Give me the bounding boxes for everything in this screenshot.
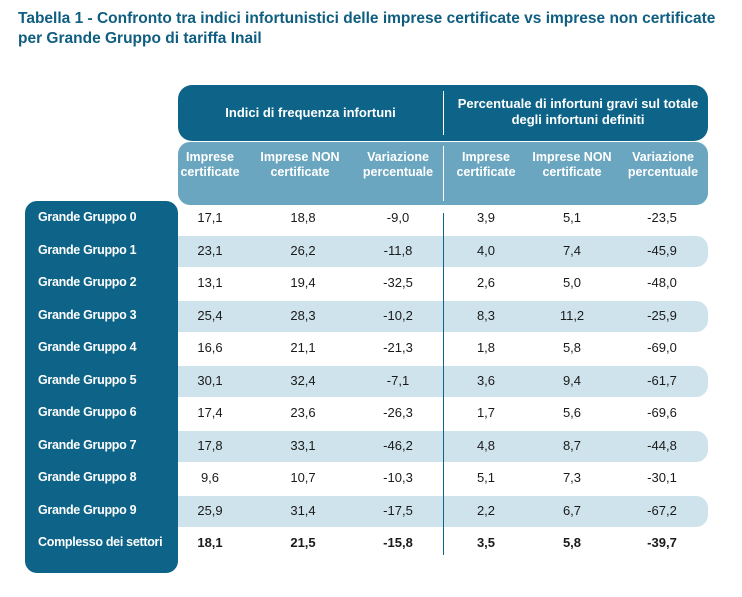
table-cell: 3,5 (476, 535, 496, 550)
table-cell: -10,3 (383, 470, 413, 485)
header-divider (443, 146, 444, 201)
table-cell: -44,8 (647, 437, 677, 453)
row-label: Grande Gruppo 1 (38, 242, 137, 257)
table-cell: 25,9 (197, 502, 223, 518)
group-header: Indici di frequenza infortuni Percentual… (178, 85, 708, 141)
table-cell: 17,4 (197, 405, 223, 420)
table-cell: -7,1 (386, 372, 410, 388)
table-cell: 10,7 (290, 470, 316, 485)
table-cell: 21,1 (290, 340, 316, 355)
table-cell: 30,1 (197, 372, 223, 388)
row-label: Grande Gruppo 7 (38, 437, 137, 452)
table-cell: 25,4 (197, 307, 223, 323)
row-label: Grande Gruppo 5 (38, 372, 137, 387)
table-row: Grande Gruppo 4 16,6 21,1 -21,3 1,8 5,8 -69,0 (38, 333, 708, 364)
column-header: Imprese certificate (180, 150, 240, 179)
table-cell: -25,9 (647, 307, 677, 323)
table-cell: 23,6 (290, 405, 316, 420)
table-cell: 9,6 (200, 470, 220, 485)
table-row: Grande Gruppo 0 17,1 18,8 -9,0 3,9 5,1 -23,5 (38, 203, 708, 234)
table-cell: 5,8 (562, 535, 582, 550)
table-row: Grande Gruppo 6 17,4 23,6 -26,3 1,7 5,6 -69,6 (38, 398, 708, 429)
table-row: Grande Gruppo 8 9,6 10,7 -10,3 5,1 7,3 -30,1 (38, 463, 708, 494)
table-cell: 5,8 (562, 340, 582, 355)
column-header: Imprese NON certificate (260, 150, 340, 179)
table-cell: -39,7 (647, 535, 677, 550)
table-cell: 21,5 (290, 535, 316, 550)
row-label: Grande Gruppo 0 (38, 210, 137, 224)
table-cell: 16,6 (197, 340, 223, 355)
table-cell: 32,4 (290, 372, 316, 388)
table-cell: -67,2 (647, 502, 677, 518)
table-cell: 1,8 (476, 340, 496, 355)
table-row: Grande Gruppo 2 13,1 19,4 -32,5 2,6 5,0 -48,0 (38, 268, 708, 299)
table-cell: 3,6 (476, 372, 496, 388)
table-cell: -26,3 (383, 405, 413, 420)
table-cell: 5,6 (562, 405, 582, 420)
table-cell: 1,7 (476, 405, 496, 420)
table-cell: 11,2 (559, 307, 585, 323)
table-cell: 6,7 (562, 502, 582, 518)
row-label: Grande Gruppo 4 (38, 340, 137, 354)
table-row: Complesso dei settori 18,1 21,5 -15,8 3,5 5,8… (38, 528, 708, 559)
table-cell: -23,5 (647, 210, 677, 225)
row-label: Grande Gruppo 6 (38, 405, 137, 419)
table-cell: 17,8 (197, 437, 223, 453)
table-cell: 23,1 (197, 242, 223, 258)
table-cell: 4,0 (476, 242, 496, 258)
table-cell: 9,4 (562, 372, 582, 388)
table-cell: 3,9 (476, 210, 496, 225)
table-cell: 5,1 (562, 210, 582, 225)
table-cell: 19,4 (290, 275, 316, 290)
table-cell: 18,8 (290, 210, 316, 225)
table-title: Tabella 1 - Confronto tra indici infortu… (18, 10, 716, 47)
table-cell: -32,5 (383, 275, 413, 290)
table-cell: 31,4 (290, 502, 316, 518)
column-header: Variazione percentuale (362, 150, 434, 179)
table-cell: -30,1 (647, 470, 677, 485)
table-cell: 5,0 (562, 275, 582, 290)
table-cell: 13,1 (197, 275, 223, 290)
table-cell: -11,8 (383, 242, 413, 258)
table-cell: -15,8 (383, 535, 413, 550)
table-cell: -45,9 (647, 242, 677, 258)
table-cell: 26,2 (290, 242, 316, 258)
row-label: Grande Gruppo 8 (38, 470, 137, 484)
table-cell: 7,4 (562, 242, 582, 258)
column-header: Imprese certificate (456, 150, 516, 179)
table-cell: -21,3 (383, 340, 413, 355)
table-cell: 18,1 (197, 535, 223, 550)
row-label: Complesso dei settori (38, 535, 163, 549)
header-divider (443, 91, 444, 135)
table-cell: 7,3 (562, 470, 582, 485)
table-cell: 8,3 (476, 307, 496, 323)
row-label: Grande Gruppo 9 (38, 502, 137, 517)
table-cell: 8,7 (562, 437, 582, 453)
table-cell: -10,2 (383, 307, 413, 323)
table-cell: -17,5 (383, 502, 413, 518)
group-header-frequency: Indici di frequenza infortuni (225, 105, 396, 120)
table-cell: -69,6 (647, 405, 677, 420)
column-header: Variazione percentuale (627, 150, 699, 179)
table-cell: -48,0 (647, 275, 677, 290)
row-label-column (25, 201, 178, 573)
row-label: Grande Gruppo 3 (38, 307, 137, 322)
group-header-severe: Percentuale di infortuni gravi sul total… (457, 96, 699, 127)
table-cell: 17,1 (197, 210, 223, 225)
table-cell: 5,1 (476, 470, 496, 485)
table-cell: -9,0 (386, 210, 410, 225)
column-header: Imprese certificate Imprese NON certific… (178, 142, 708, 205)
table-cell: 2,2 (476, 502, 496, 518)
section-divider (443, 213, 444, 555)
table-cell: -69,0 (647, 340, 677, 355)
table-cell: 4,8 (476, 437, 496, 453)
table-cell: -61,7 (647, 372, 677, 388)
table-cell: 2,6 (476, 275, 496, 290)
table-cell: -46,2 (383, 437, 413, 453)
column-header: Imprese NON certificate (532, 150, 612, 179)
table-cell: 28,3 (290, 307, 316, 323)
table-cell: 33,1 (290, 437, 316, 453)
row-label: Grande Gruppo 2 (38, 275, 137, 289)
